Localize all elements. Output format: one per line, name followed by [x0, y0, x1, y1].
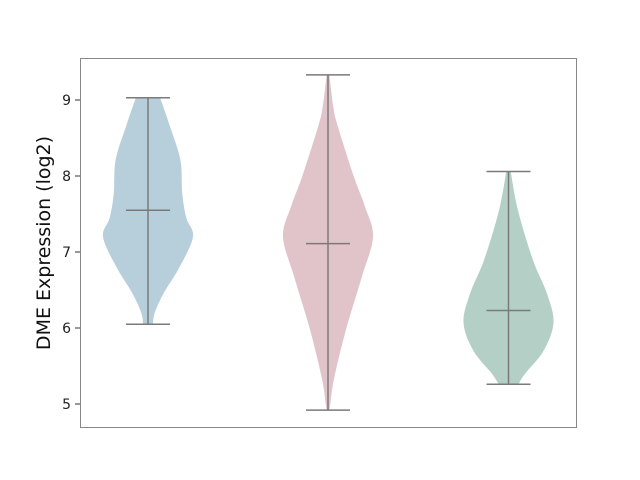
y-tick-label: 9 — [62, 93, 71, 109]
violin-1 — [102, 96, 194, 325]
y-tick-label: 6 — [62, 321, 71, 337]
plot-frame — [80, 58, 577, 428]
y-axis: 5 6 7 8 9 — [62, 93, 80, 413]
violin-2 — [282, 74, 374, 411]
y-tick-label: 5 — [62, 397, 71, 413]
y-tick-label: 7 — [62, 245, 71, 261]
y-axis-label: DME Expression (log2) — [33, 136, 55, 350]
violin-3 — [463, 170, 554, 385]
violins — [102, 74, 554, 411]
y-tick-label: 8 — [62, 169, 71, 185]
